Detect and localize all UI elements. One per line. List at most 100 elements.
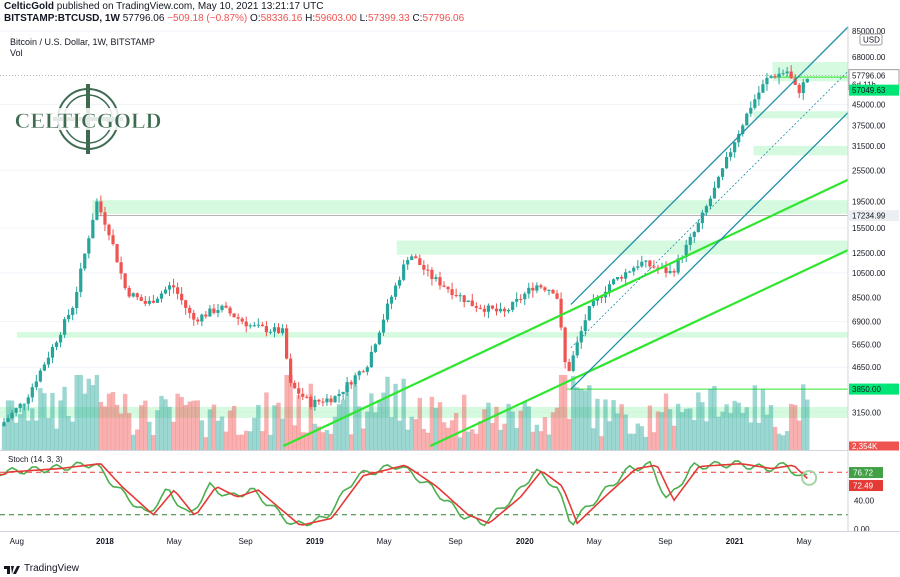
volume-bar (106, 393, 112, 450)
level-tag: 17234.99 (852, 212, 886, 221)
level-tag: 3850.00 (852, 385, 881, 394)
price-tick-label: 19500.00 (852, 197, 886, 206)
stoch-d-line (0, 462, 808, 526)
volume-bar (550, 412, 556, 450)
candle-body (729, 152, 733, 157)
volume-bar (554, 407, 560, 450)
volume-bar (647, 405, 653, 450)
candle-body (769, 76, 773, 78)
volume-bar (139, 405, 144, 450)
volume-bar (179, 397, 184, 450)
volume-bar (38, 388, 43, 450)
candle-body (563, 327, 567, 363)
candle-body (276, 327, 281, 334)
volume-bar (542, 417, 548, 450)
volume-bar (433, 407, 439, 450)
volume-bar (211, 404, 217, 450)
stoch-tick-label: 40.00 (854, 497, 875, 506)
candle-body (2, 421, 6, 426)
volume-bar (5, 400, 11, 450)
candle-body (256, 324, 260, 326)
price-tick-label: 37500.00 (852, 122, 886, 131)
candle-body (789, 71, 793, 79)
volume-bar (793, 404, 798, 450)
volume-bar (583, 390, 588, 450)
volume-bar (361, 428, 366, 450)
volume-bar (239, 434, 245, 450)
volume-bar (135, 429, 140, 450)
candle-body (224, 305, 228, 308)
price-tick-label: 10500.00 (852, 269, 886, 278)
candle-body (801, 82, 805, 94)
volume-bar (538, 431, 544, 450)
volume-bar (98, 401, 104, 450)
footer-brand[interactable]: TradingView (24, 563, 80, 574)
candle-body (551, 289, 555, 294)
candle-body (462, 295, 466, 303)
volume-bar (805, 399, 810, 450)
celticgold-logo: CELTICGOLD (12, 84, 162, 154)
volume-bar (207, 409, 213, 450)
volume-bar (784, 431, 790, 450)
candle-body (22, 403, 26, 405)
ohlc-line: BITSTAMP:BTCUSD, 1W 57796.06 −509.18 (−0… (4, 13, 464, 25)
volume-bar (631, 433, 636, 450)
candle-body (123, 273, 127, 289)
candle-body (402, 264, 406, 280)
price-change: −509.18 (−0.87%) (167, 13, 248, 24)
volume-bar (373, 412, 378, 450)
candle-body (83, 253, 87, 269)
candle-body (547, 289, 551, 291)
published-text: published on TradingView.com, May 10, 20… (56, 1, 324, 12)
candle-body (761, 84, 765, 93)
volume-bar (369, 393, 374, 450)
volume-bar (195, 400, 200, 450)
candle-body (773, 76, 777, 78)
candle-body (644, 260, 648, 262)
price-tick-label: 25500.00 (852, 166, 886, 175)
candle-body (167, 285, 172, 290)
candle-body (26, 397, 30, 404)
candle-body (228, 307, 232, 314)
volume-bar (348, 434, 354, 450)
candle-body (470, 300, 474, 307)
currency-badge-bg (859, 33, 883, 46)
volume-bar (332, 416, 338, 450)
volume-bar (143, 400, 148, 450)
time-tick-label: Sep (658, 537, 673, 546)
candle-body (301, 393, 305, 397)
price-tick-label: 85000.00 (852, 27, 886, 36)
time-tick-label: Aug (10, 537, 24, 546)
candle-body (765, 77, 769, 85)
candle-body (636, 266, 640, 268)
candle-body (115, 244, 119, 263)
candle-body (757, 92, 761, 100)
volume-bar (740, 413, 745, 450)
volume-bar (692, 420, 697, 450)
volume-bar (86, 378, 92, 450)
volume-bar (70, 421, 75, 450)
chart-legend: Bitcoin / U.S. Dollar, 1W, BITSTAMP Vol (10, 37, 155, 58)
candle-body (381, 319, 386, 333)
time-axis[interactable]: Aug 2018 May Sep 2019 May Sep 2020 May Sep 2021 May (0, 531, 900, 547)
candle-body (466, 300, 470, 303)
open-label: O: (250, 13, 261, 24)
price-chart[interactable]: Bitcoin / U.S. Dollar, 1W, BITSTAMP Vol … (0, 26, 900, 551)
candle-body (724, 156, 729, 169)
footer: TradingView (4, 563, 79, 574)
price-tick-label: 45000.00 (852, 101, 886, 110)
price-zone (753, 145, 848, 156)
high-value: 59603.00 (315, 13, 357, 24)
candle-body (733, 142, 737, 153)
price-axis[interactable]: 85000.00 68000.00 45000.00 37500.00 31500.00… (847, 26, 900, 531)
volume-bar (324, 429, 330, 450)
volume-bar (635, 423, 640, 450)
candle-body (502, 308, 507, 312)
volume-bar (118, 413, 124, 450)
volume-bar (679, 412, 685, 450)
volume-bar (336, 404, 342, 450)
candle-body (204, 314, 208, 317)
publisher-name[interactable]: CelticGold (4, 1, 55, 12)
candle-body (418, 258, 422, 266)
